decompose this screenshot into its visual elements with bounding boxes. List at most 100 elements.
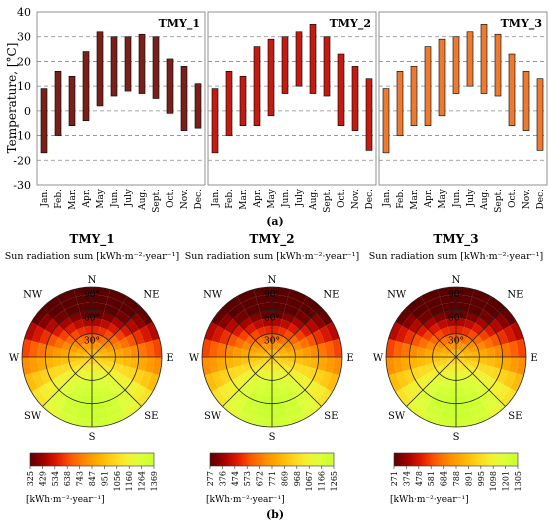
colorbar-tick-label: 325 <box>26 471 35 486</box>
radiation-cell <box>304 318 320 334</box>
radiation-cell <box>479 309 495 325</box>
radiation-cell <box>226 333 239 347</box>
radiation-cell <box>64 397 80 410</box>
month-label: Feb. <box>396 189 406 209</box>
radiation-cell <box>99 336 109 347</box>
radiation-cell <box>84 363 90 373</box>
radiation-cell <box>486 357 495 368</box>
radiation-cell <box>272 409 289 420</box>
radiation-cell <box>444 334 452 344</box>
radiation-cell <box>303 296 322 314</box>
radiation-cell <box>111 316 125 330</box>
radiation-cell <box>81 318 92 327</box>
compass-label: S <box>269 432 276 443</box>
compass-label: W <box>189 353 200 364</box>
y-axis-label: Temperature, [°C] <box>5 43 19 154</box>
month-label: Sept. <box>494 189 504 213</box>
radiation-cell <box>429 335 440 346</box>
temperature-range-bar <box>410 66 418 126</box>
radiation-cell <box>272 349 275 357</box>
radiation-cell <box>123 296 142 314</box>
radiation-cell <box>429 368 440 379</box>
radiation-cell <box>97 360 106 368</box>
radiation-cell <box>276 370 284 380</box>
radiation-cell <box>94 363 100 373</box>
radiation-cell <box>268 349 272 357</box>
radiation-cell <box>83 379 92 389</box>
colorbar-tick-label: 1160 <box>125 471 134 491</box>
radiation-cell <box>284 397 300 410</box>
temperature-range-bar <box>239 75 247 126</box>
radiation-cell <box>448 353 456 357</box>
radiation-cell <box>439 367 449 378</box>
compass-label: SE <box>508 411 522 422</box>
radiation-cell <box>456 357 459 365</box>
radiation-cell <box>279 336 289 347</box>
radiation-cell <box>445 343 453 352</box>
radiation-cell <box>139 325 153 343</box>
radiation-cell <box>96 370 104 380</box>
month-label: May <box>438 188 448 209</box>
radiation-cell <box>145 373 160 392</box>
radiation-cell <box>443 394 456 404</box>
radiation-cell <box>92 287 111 297</box>
radiation-cell <box>285 345 295 353</box>
polar-panel-title: TMY_2 <box>249 232 294 247</box>
radiation-cell <box>406 296 425 314</box>
radiation-cell <box>98 377 108 388</box>
radiation-cell <box>423 316 437 330</box>
radiation-cell <box>516 357 526 376</box>
radiation-cell <box>92 409 109 420</box>
radiation-cell <box>233 357 242 368</box>
compass-label: E <box>530 353 537 364</box>
colorbar-tick-label: 869 <box>280 471 289 486</box>
radiation-cell <box>471 357 480 364</box>
temperature-range-bar <box>323 36 331 97</box>
radiation-cell <box>31 325 45 343</box>
radiation-cell <box>263 379 272 389</box>
radiation-cell <box>129 344 139 357</box>
radiation-cell <box>79 394 92 404</box>
radiation-cell <box>39 329 52 345</box>
radiation-cell <box>423 384 437 398</box>
radiation-cell <box>317 357 327 372</box>
radiation-cell <box>211 325 225 343</box>
radiation-cell <box>234 365 246 377</box>
radiation-cell <box>282 390 296 403</box>
radiation-cell <box>449 372 456 381</box>
radiation-cell <box>92 325 101 335</box>
radiation-cell <box>60 348 70 357</box>
radiation-cell <box>256 349 266 355</box>
radiation-cell <box>139 371 153 389</box>
temperature-range-bar <box>124 36 132 92</box>
radiation-cell <box>218 313 234 330</box>
radiation-cell <box>129 357 139 370</box>
radiation-cell <box>31 307 49 326</box>
month-label: Oct. <box>166 189 176 208</box>
radiation-cell <box>402 384 418 401</box>
colorbar-tick-label: 771 <box>268 471 277 486</box>
radiation-cell <box>125 333 138 347</box>
radiation-cell <box>315 388 333 407</box>
radiation-cell <box>462 326 472 337</box>
radiation-cell <box>248 390 262 403</box>
radiation-cell <box>415 376 429 390</box>
radiation-cell <box>75 336 85 347</box>
colorbar-tick-label: 1201 <box>502 471 511 491</box>
radiation-cell <box>51 376 65 390</box>
panel-title: TMY_2 <box>330 17 371 31</box>
radiation-cell <box>508 357 519 374</box>
radiation-cell <box>222 400 241 418</box>
radiation-cell <box>115 389 131 405</box>
radiation-cell <box>278 326 288 337</box>
radiation-cell <box>437 287 456 297</box>
panel-label-a: (a) <box>266 215 284 228</box>
radiation-cell <box>283 330 294 341</box>
temperature-range-bar <box>138 33 146 94</box>
radiation-cell <box>92 357 100 361</box>
radiation-cell <box>78 360 87 368</box>
polar-panel: TMY_2 Sun radiation sum [kWh·m⁻²·year⁻¹] 3… <box>185 232 359 505</box>
radiation-cell <box>209 340 220 357</box>
radiation-cell <box>309 344 319 357</box>
radiation-cell <box>57 410 76 425</box>
